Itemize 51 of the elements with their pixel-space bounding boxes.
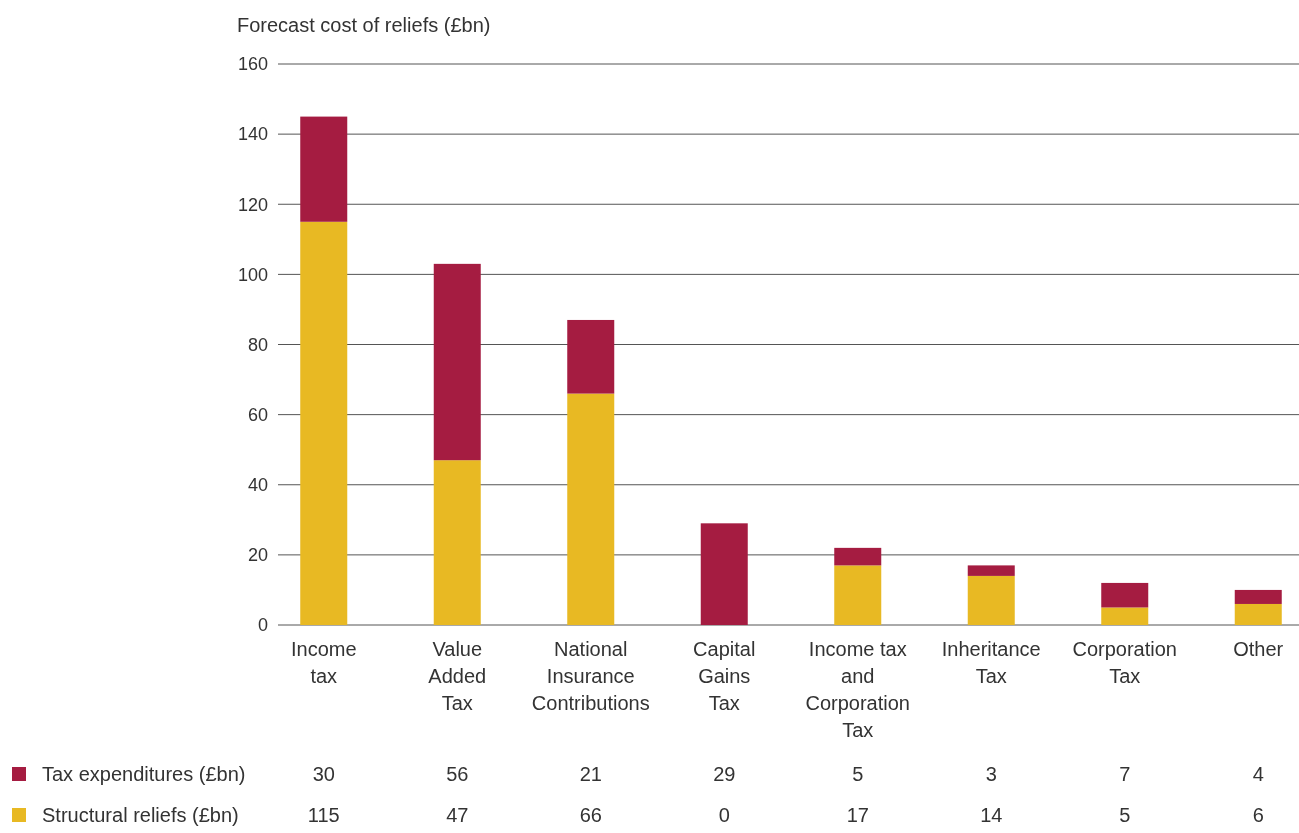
legend-label: Structural reliefs (£bn) [42, 804, 239, 826]
x-tick-label: Income tax and Corporation Tax [805, 638, 911, 741]
y-tick-label: 20 [247, 545, 268, 566]
bar [700, 523, 748, 625]
data-label: 3 [985, 763, 997, 785]
bar [300, 221, 348, 625]
x-tick-label: Inheritance Tax [941, 638, 1041, 687]
data-label: 56 [446, 763, 469, 785]
bar [1101, 607, 1149, 625]
bar [1234, 589, 1282, 604]
bar [834, 565, 882, 625]
x-tick-label: Income tax [290, 638, 357, 687]
x-tick-label: National Insurance Contributions [531, 638, 650, 714]
bar [300, 116, 348, 222]
data-label: 7 [1119, 763, 1131, 785]
bar [967, 565, 1015, 576]
data-label: 47 [446, 804, 469, 826]
y-tick-label: 40 [247, 475, 268, 496]
bar [433, 460, 481, 625]
data-label: 30 [312, 763, 335, 785]
data-label: 6 [1252, 804, 1264, 826]
data-label: 4 [1252, 763, 1264, 785]
y-tick-label: 0 [257, 615, 268, 636]
x-tick-label: Capital Gains Tax [693, 638, 756, 714]
y-axis-title: Forecast cost of reliefs (£bn) [237, 14, 491, 36]
data-label: 115 [307, 804, 340, 826]
x-tick-label: Other [1233, 638, 1284, 660]
data-label: 17 [846, 804, 869, 826]
x-tick-label: Value Added Tax [428, 638, 487, 714]
data-label: 66 [579, 804, 602, 826]
y-tick-label: 100 [237, 264, 268, 285]
data-label: 29 [713, 763, 736, 785]
data-label: 5 [852, 763, 864, 785]
bar [1234, 603, 1282, 625]
y-tick-label: 60 [247, 404, 268, 425]
legend-label: Tax expenditures (£bn) [42, 763, 246, 785]
data-label: 21 [579, 763, 602, 785]
data-label: 5 [1119, 804, 1131, 826]
bar [1101, 582, 1149, 608]
bar [567, 393, 615, 625]
bar [433, 263, 481, 461]
bar [834, 547, 882, 566]
y-tick-label: 80 [247, 334, 268, 355]
y-tick-label: 140 [237, 124, 268, 145]
y-tick-label: 160 [237, 54, 268, 75]
x-tick-label: Corporation Tax [1072, 638, 1178, 687]
data-label: 0 [718, 804, 730, 826]
bar [967, 575, 1015, 625]
y-tick-label: 120 [237, 194, 268, 215]
bar [567, 319, 615, 394]
data-label: 14 [980, 804, 1003, 826]
